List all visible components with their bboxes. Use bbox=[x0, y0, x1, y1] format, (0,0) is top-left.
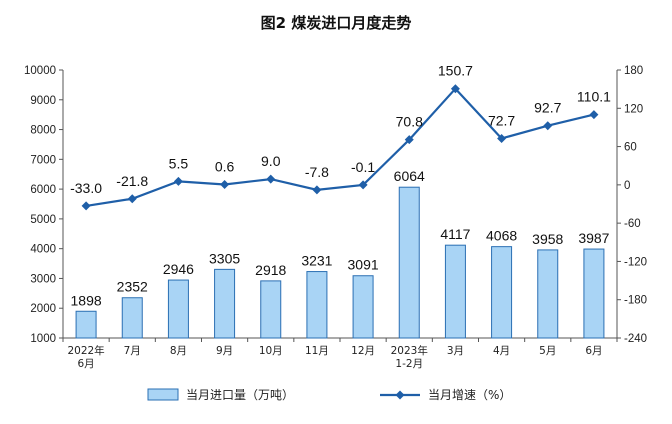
bar-value-label: 2946 bbox=[163, 261, 194, 277]
bar bbox=[398, 186, 420, 339]
y-right-tick-label: 60 bbox=[624, 142, 637, 154]
line-value-label: -33.0 bbox=[70, 180, 102, 196]
line-point bbox=[358, 180, 368, 190]
line-value-label: -21.8 bbox=[116, 173, 148, 189]
x-tick-label: 3月 bbox=[447, 345, 464, 357]
line-value-label: 110.1 bbox=[577, 89, 611, 105]
x-tick-label: 6月 bbox=[77, 358, 94, 370]
y-left-tick-label: 1000 bbox=[30, 333, 56, 345]
bar-value-label: 2352 bbox=[117, 279, 148, 295]
legend-bar-label: 当月进口量（万吨） bbox=[186, 388, 294, 402]
y-left-tick-label: 8000 bbox=[30, 125, 56, 137]
x-tick-label: 2023年 bbox=[391, 344, 428, 357]
x-tick-label: 10月 bbox=[259, 345, 283, 357]
bar bbox=[491, 246, 513, 339]
line-point bbox=[312, 185, 322, 195]
x-tick-label: 11月 bbox=[305, 345, 329, 357]
y-left-tick-label: 6000 bbox=[30, 184, 56, 196]
bar bbox=[214, 268, 236, 339]
y-right-tick-label: 0 bbox=[624, 180, 630, 192]
line-point bbox=[450, 84, 460, 94]
bar-value-label: 4068 bbox=[486, 228, 517, 244]
line-point bbox=[404, 135, 414, 145]
line-point bbox=[173, 176, 183, 186]
y-right-tick-label: 180 bbox=[624, 65, 643, 77]
line-value-label: 0.6 bbox=[215, 158, 235, 174]
line-point bbox=[543, 121, 553, 131]
y-left-tick-label: 2000 bbox=[30, 303, 56, 315]
line-value-label: 9.0 bbox=[261, 153, 281, 169]
line-value-label: 5.5 bbox=[169, 155, 189, 171]
bar-value-label: 3987 bbox=[578, 230, 609, 246]
line-value-label: 150.7 bbox=[438, 63, 473, 79]
bar-value-label: 2918 bbox=[255, 262, 286, 278]
line-point bbox=[589, 110, 599, 120]
legend-bar-swatch bbox=[147, 388, 179, 401]
x-tick-label: 5月 bbox=[539, 345, 556, 357]
chart-title: 图2 煤炭进口月度走势 bbox=[260, 14, 412, 32]
x-tick-label: 1-2月 bbox=[395, 358, 423, 370]
bar-value-label: 1898 bbox=[71, 292, 102, 308]
bar bbox=[167, 279, 189, 339]
x-tick-label: 6月 bbox=[585, 345, 602, 357]
y-left-tick-label: 10000 bbox=[24, 65, 56, 77]
line-point bbox=[266, 174, 276, 184]
bar-value-label: 6064 bbox=[394, 168, 425, 184]
line-value-label: -7.8 bbox=[305, 164, 329, 180]
x-tick-label: 2022年 bbox=[67, 344, 104, 357]
y-right-tick-label: -120 bbox=[624, 256, 647, 268]
line-point bbox=[81, 201, 91, 211]
y-left-tick-label: 4000 bbox=[30, 244, 56, 256]
y-left-tick-label: 7000 bbox=[30, 154, 56, 166]
bar-value-label: 4117 bbox=[440, 226, 470, 242]
bar bbox=[75, 310, 97, 339]
line-point bbox=[497, 133, 507, 143]
y-right-tick-label: 120 bbox=[624, 103, 643, 115]
line-point bbox=[220, 179, 230, 189]
legend-line-marker bbox=[395, 390, 405, 400]
y-left-tick-label: 9000 bbox=[30, 95, 56, 107]
bar bbox=[260, 280, 282, 339]
growth-line bbox=[85, 87, 595, 208]
line-value-label: 70.8 bbox=[396, 114, 423, 130]
bar bbox=[583, 248, 605, 339]
y-right-tick-label: -180 bbox=[624, 295, 647, 307]
line-point bbox=[127, 194, 137, 204]
bar bbox=[444, 244, 466, 339]
x-tick-label: 9月 bbox=[216, 345, 233, 357]
bar bbox=[306, 271, 328, 339]
y-right-tick-label: -240 bbox=[624, 333, 647, 345]
x-tick-label: 4月 bbox=[493, 345, 510, 357]
x-tick-label: 12月 bbox=[351, 345, 375, 357]
y-left-tick-label: 5000 bbox=[30, 214, 56, 226]
line-value-label: 72.7 bbox=[488, 112, 515, 128]
bar-value-label: 3305 bbox=[209, 250, 240, 266]
bar-value-label: 3231 bbox=[301, 253, 332, 269]
bar bbox=[121, 297, 143, 339]
bar bbox=[352, 275, 374, 339]
x-tick-label: 7月 bbox=[124, 345, 141, 357]
y-left-tick-label: 3000 bbox=[30, 273, 56, 285]
bar-value-label: 3958 bbox=[532, 231, 563, 247]
x-tick-label: 8月 bbox=[170, 345, 187, 357]
y-right-tick-label: -60 bbox=[624, 218, 641, 230]
legend-line-label: 当月增速（%） bbox=[428, 388, 511, 402]
line-value-label: 92.7 bbox=[534, 100, 561, 116]
bar-value-label: 3091 bbox=[348, 257, 379, 273]
line-value-label: -0.1 bbox=[351, 159, 375, 175]
bar bbox=[537, 249, 559, 339]
